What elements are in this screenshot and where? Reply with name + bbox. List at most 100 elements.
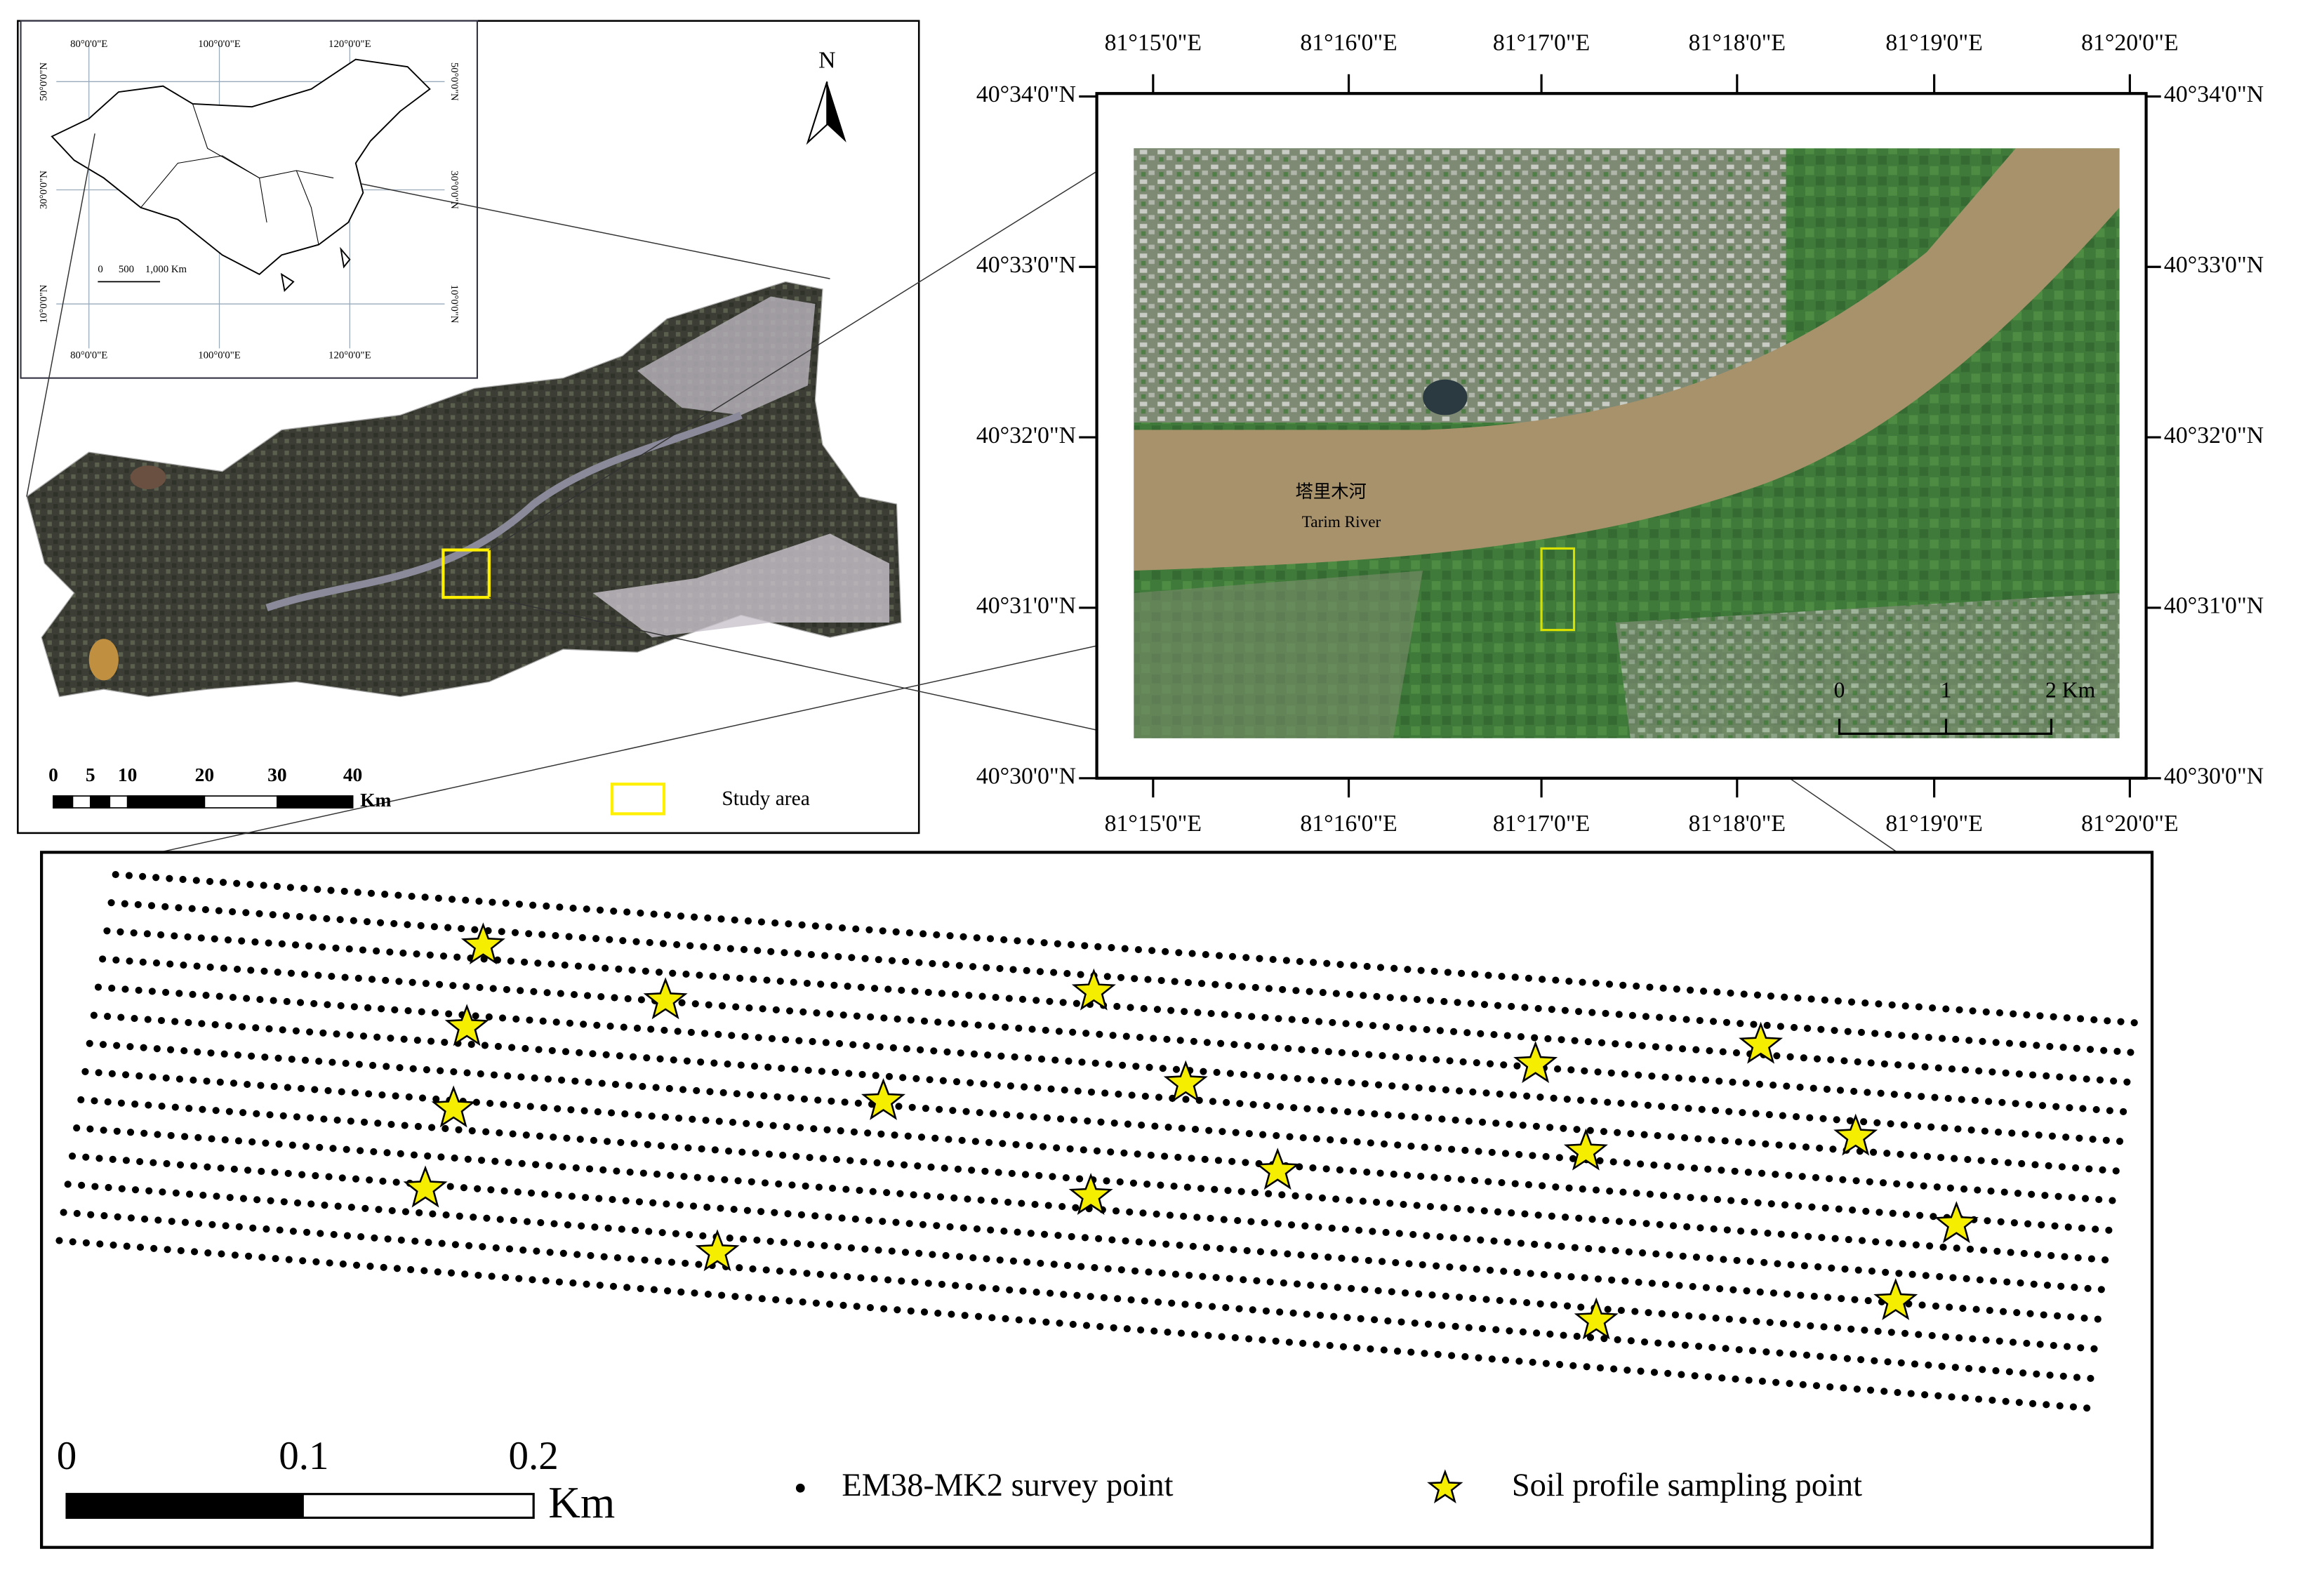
survey-point xyxy=(1864,1089,1871,1096)
survey-point xyxy=(1000,936,1008,944)
survey-point xyxy=(292,1027,300,1035)
survey-point xyxy=(861,1245,869,1253)
survey-point xyxy=(1175,949,1183,957)
survey-point xyxy=(429,1210,437,1218)
survey-point xyxy=(255,910,263,917)
survey-point xyxy=(95,1069,102,1077)
survey-point xyxy=(1740,990,1748,998)
survey-point xyxy=(131,1186,140,1194)
survey-point xyxy=(301,1056,310,1064)
survey-point xyxy=(166,960,174,968)
survey-point xyxy=(1723,1226,1731,1234)
survey-point xyxy=(2095,1196,2103,1204)
survey-point xyxy=(2029,1071,2037,1079)
survey-point xyxy=(799,1298,806,1306)
survey-point xyxy=(73,1209,81,1218)
survey-point xyxy=(1667,1133,1675,1141)
survey-point xyxy=(1906,1181,1914,1189)
survey-point xyxy=(1544,1035,1552,1043)
survey-point xyxy=(114,1213,121,1221)
survey-point xyxy=(1161,1152,1169,1160)
survey-point xyxy=(702,1117,710,1124)
survey-point xyxy=(2113,1047,2121,1056)
survey-point xyxy=(1054,1232,1062,1239)
survey-point xyxy=(1209,1303,1216,1310)
survey-point xyxy=(1908,1062,1915,1070)
survey-point xyxy=(1400,1201,1407,1209)
survey-point xyxy=(1600,1335,1608,1343)
survey-point xyxy=(1407,1143,1415,1150)
survey-point xyxy=(64,1181,72,1188)
survey-point xyxy=(2019,1040,2027,1049)
survey-point xyxy=(1463,1235,1471,1243)
survey-point xyxy=(1552,976,1560,984)
lat-label: 40°30'0"N xyxy=(976,764,1076,790)
survey-point xyxy=(1614,1129,1621,1136)
survey-point xyxy=(1367,1139,1374,1147)
survey-point xyxy=(1360,992,1367,999)
scale-unit: Km xyxy=(360,790,391,811)
survey-point xyxy=(1849,1206,1857,1214)
survey-point xyxy=(158,1103,166,1110)
survey-point xyxy=(1515,1357,1523,1365)
survey-point xyxy=(1078,1058,1086,1066)
survey-point xyxy=(1419,1261,1426,1269)
survey-point xyxy=(738,1148,746,1156)
survey-point xyxy=(1509,1298,1518,1305)
survey-point xyxy=(780,1239,788,1246)
survey-point xyxy=(621,1110,629,1118)
survey-point xyxy=(1875,1209,1883,1216)
survey-point xyxy=(1695,1343,1703,1350)
survey-point xyxy=(700,943,708,950)
survey-point xyxy=(1741,1197,1748,1206)
survey-point xyxy=(592,935,600,943)
survey-point xyxy=(2090,1016,2098,1024)
survey-point xyxy=(948,1310,955,1318)
survey-point xyxy=(1056,1319,1063,1327)
survey-point xyxy=(2015,1399,2023,1407)
survey-point xyxy=(1124,1120,1132,1128)
tarim-river xyxy=(1134,148,2120,571)
survey-point xyxy=(927,1163,935,1171)
survey-point xyxy=(366,1263,374,1270)
survey-point xyxy=(713,944,721,952)
survey-point xyxy=(1262,1307,1270,1315)
survey-point xyxy=(1810,1084,1817,1092)
survey-point xyxy=(838,924,846,932)
survey-point xyxy=(660,1026,668,1035)
survey-point xyxy=(2046,1042,2054,1051)
sampling-point xyxy=(1163,1060,1208,1103)
survey-point xyxy=(1506,1327,1513,1335)
survey-point xyxy=(112,956,120,964)
survey-point xyxy=(883,1189,891,1197)
survey-point xyxy=(1087,1088,1096,1096)
survey-point xyxy=(1456,1294,1463,1301)
survey-point xyxy=(983,964,990,971)
survey-point xyxy=(1501,1150,1510,1157)
survey-point xyxy=(1640,1338,1649,1346)
survey-point xyxy=(2112,1167,2120,1175)
survey-point xyxy=(1980,1246,1988,1254)
survey-point xyxy=(1465,1117,1473,1125)
survey-point xyxy=(620,1023,628,1031)
survey-point xyxy=(1248,1013,1256,1020)
survey-point xyxy=(321,1202,328,1209)
survey-point xyxy=(1023,966,1030,974)
survey-point xyxy=(1713,988,1721,996)
survey-point xyxy=(307,1114,314,1122)
survey-point xyxy=(354,889,361,896)
survey-point xyxy=(894,1015,901,1023)
survey-point xyxy=(215,992,223,1000)
survey-point xyxy=(1725,1108,1733,1115)
survey-point xyxy=(474,1271,482,1279)
survey-point xyxy=(1009,1257,1017,1265)
survey-point xyxy=(1040,1230,1049,1238)
survey-point xyxy=(342,1059,350,1068)
survey-point xyxy=(470,1214,477,1221)
survey-point xyxy=(107,899,115,907)
survey-point xyxy=(1963,1275,1970,1282)
survey-point xyxy=(1565,977,1573,985)
survey-point xyxy=(2104,1017,2111,1025)
survey-point xyxy=(1951,1155,1958,1162)
survey-point xyxy=(814,1096,822,1104)
